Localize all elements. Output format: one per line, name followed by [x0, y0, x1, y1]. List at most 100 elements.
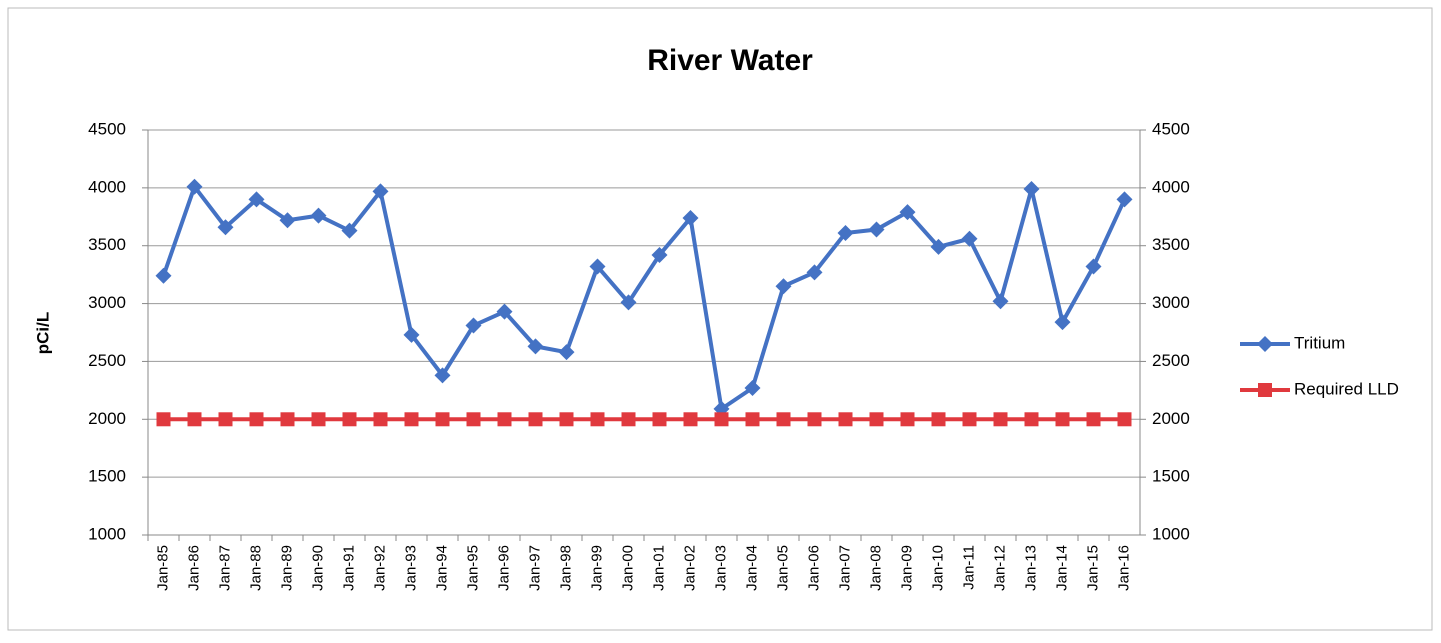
data-point: [1085, 258, 1102, 275]
data-point: [187, 412, 202, 427]
data-point: [528, 412, 543, 427]
data-point: [869, 412, 884, 427]
x-tick-label: Jan-06: [805, 545, 822, 591]
data-point: [683, 412, 698, 427]
x-tick-label: Jan-07: [836, 545, 853, 591]
data-point: [217, 219, 234, 236]
legend-label: Tritium: [1294, 333, 1345, 352]
data-point: [993, 412, 1008, 427]
y2-tick-label: 1000: [1152, 524, 1190, 543]
x-tick-label: Jan-05: [774, 545, 791, 591]
y2-tick-label: 2500: [1152, 351, 1190, 370]
x-tick-label: Jan-85: [154, 545, 171, 591]
data-point: [1054, 314, 1071, 331]
x-tick-label: Jan-03: [712, 545, 729, 591]
y2-tick-label: 3500: [1152, 235, 1190, 254]
data-point: [931, 412, 946, 427]
data-point: [652, 412, 667, 427]
x-tick-label: Jan-87: [216, 545, 233, 591]
data-point: [621, 412, 636, 427]
x-tick-label: Jan-13: [1022, 545, 1039, 591]
x-tick-label: Jan-08: [867, 545, 884, 591]
y2-tick-label: 3000: [1152, 293, 1190, 312]
data-point: [435, 412, 450, 427]
data-point: [868, 221, 885, 238]
data-point: [620, 294, 637, 311]
data-point: [497, 412, 512, 427]
data-point: [714, 412, 729, 427]
data-point: [248, 191, 265, 208]
data-point: [682, 209, 699, 226]
data-point: [218, 412, 233, 427]
y-axis-label: pCi/L: [33, 312, 52, 355]
y-tick-label: 3000: [88, 293, 126, 312]
data-point: [279, 212, 296, 229]
x-tick-label: Jan-91: [340, 545, 357, 591]
data-point: [838, 412, 853, 427]
x-tick-label: Jan-93: [402, 545, 419, 591]
chart-title: River Water: [647, 44, 813, 77]
data-point: [186, 178, 203, 195]
data-point: [775, 278, 792, 295]
data-point: [156, 412, 171, 427]
y-tick-label: 1500: [88, 467, 126, 486]
x-tick-label: Jan-15: [1084, 545, 1101, 591]
data-point: [930, 238, 947, 255]
data-point: [466, 412, 481, 427]
x-tick-label: Jan-94: [433, 545, 450, 591]
data-point: [961, 230, 978, 247]
data-point: [1023, 181, 1040, 198]
data-point: [962, 412, 977, 427]
data-point: [496, 303, 513, 320]
x-tick-label: Jan-98: [557, 545, 574, 591]
data-point: [1116, 191, 1133, 208]
data-point: [155, 267, 172, 284]
data-point: [589, 258, 606, 275]
y2-tick-label: 2000: [1152, 409, 1190, 428]
x-tick-label: Jan-99: [588, 545, 605, 591]
data-point: [1086, 412, 1101, 427]
data-point: [559, 412, 574, 427]
data-point: [310, 207, 327, 224]
y2-tick-label: 4500: [1152, 119, 1190, 138]
data-point: [434, 367, 451, 384]
x-tick-label: Jan-16: [1115, 545, 1132, 591]
x-tick-label: Jan-09: [898, 545, 915, 591]
y-tick-label: 4000: [88, 177, 126, 196]
y-tick-label: 2000: [88, 409, 126, 428]
x-tick-label: Jan-95: [464, 545, 481, 591]
x-tick-label: Jan-00: [619, 545, 636, 591]
x-tick-label: Jan-97: [526, 545, 543, 591]
x-tick-label: Jan-02: [681, 545, 698, 591]
x-tick-label: Jan-86: [185, 545, 202, 591]
data-point: [280, 412, 295, 427]
x-tick-label: Jan-89: [278, 545, 295, 591]
y-tick-label: 2500: [88, 351, 126, 370]
y-tick-label: 1000: [88, 524, 126, 543]
data-point: [744, 380, 761, 397]
data-point: [837, 224, 854, 241]
legend-label: Required LLD: [1294, 379, 1399, 398]
legend-marker: [1257, 336, 1273, 352]
data-point: [342, 412, 357, 427]
y2-tick-label: 4000: [1152, 177, 1190, 196]
data-point: [403, 326, 420, 343]
x-tick-label: Jan-04: [743, 545, 760, 591]
legend-marker: [1258, 383, 1272, 397]
data-point: [1024, 412, 1039, 427]
data-point: [465, 317, 482, 334]
x-tick-label: Jan-11: [960, 545, 977, 590]
data-point: [341, 222, 358, 239]
chart-frame: [7, 7, 1433, 631]
data-point: [899, 204, 916, 221]
x-tick-label: Jan-96: [495, 545, 512, 591]
data-point: [404, 412, 419, 427]
data-point: [776, 412, 791, 427]
data-point: [1055, 412, 1070, 427]
data-point: [590, 412, 605, 427]
data-point: [1117, 412, 1132, 427]
x-tick-label: Jan-12: [991, 545, 1008, 591]
x-tick-label: Jan-90: [309, 545, 326, 591]
x-tick-label: Jan-14: [1053, 545, 1070, 591]
